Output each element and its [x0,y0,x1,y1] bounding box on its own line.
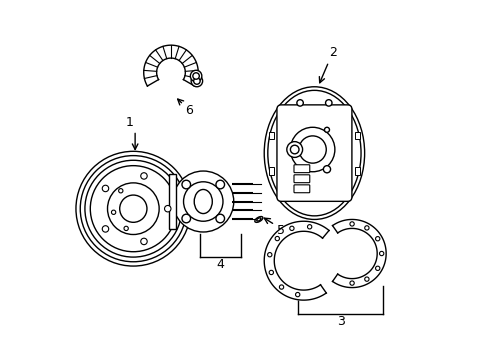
Circle shape [90,166,176,252]
FancyBboxPatch shape [293,175,309,183]
Circle shape [85,160,182,257]
Circle shape [268,270,273,275]
Bar [268,167,274,175]
Circle shape [290,145,298,154]
Circle shape [102,226,108,232]
Ellipse shape [267,90,360,216]
Text: 2: 2 [328,46,336,59]
FancyBboxPatch shape [293,165,309,173]
Circle shape [183,182,223,221]
Circle shape [289,226,293,230]
Circle shape [298,136,325,163]
Circle shape [349,281,353,285]
Circle shape [216,214,224,223]
Circle shape [76,151,190,266]
Bar [169,174,175,229]
Circle shape [107,183,159,234]
Circle shape [119,189,122,193]
Text: 6: 6 [185,104,193,117]
Circle shape [141,238,147,245]
Circle shape [191,75,202,87]
Text: 4: 4 [216,258,224,271]
Polygon shape [332,220,386,288]
Circle shape [324,127,329,132]
Circle shape [323,166,330,173]
FancyBboxPatch shape [293,185,309,193]
Ellipse shape [264,87,364,220]
Circle shape [124,226,128,230]
Bar [354,132,360,139]
Circle shape [102,185,108,192]
Circle shape [172,171,233,232]
Circle shape [295,292,299,297]
Circle shape [216,180,224,189]
Circle shape [375,266,379,270]
Polygon shape [264,221,328,300]
Text: 3: 3 [336,315,344,328]
Circle shape [182,214,190,223]
Circle shape [111,210,116,215]
Circle shape [286,141,302,157]
Bar [268,132,274,139]
Text: 1: 1 [126,116,134,129]
Circle shape [364,226,368,230]
Ellipse shape [194,189,212,213]
Circle shape [182,180,190,189]
Bar [354,167,360,175]
Circle shape [192,73,199,79]
Circle shape [307,225,311,229]
Circle shape [279,285,283,289]
Circle shape [141,173,147,179]
Circle shape [164,206,171,212]
Circle shape [290,127,334,172]
Polygon shape [143,45,198,86]
Circle shape [267,253,271,257]
Circle shape [275,237,279,241]
Circle shape [80,156,186,262]
FancyBboxPatch shape [276,105,351,201]
Circle shape [379,251,383,256]
Ellipse shape [256,218,261,221]
Circle shape [325,100,331,106]
Text: 5: 5 [276,224,284,237]
Circle shape [190,70,202,82]
Circle shape [193,78,200,84]
Circle shape [349,222,353,226]
Circle shape [120,195,147,222]
Circle shape [375,237,379,241]
Circle shape [364,277,368,281]
Ellipse shape [254,216,263,222]
Circle shape [296,100,303,106]
